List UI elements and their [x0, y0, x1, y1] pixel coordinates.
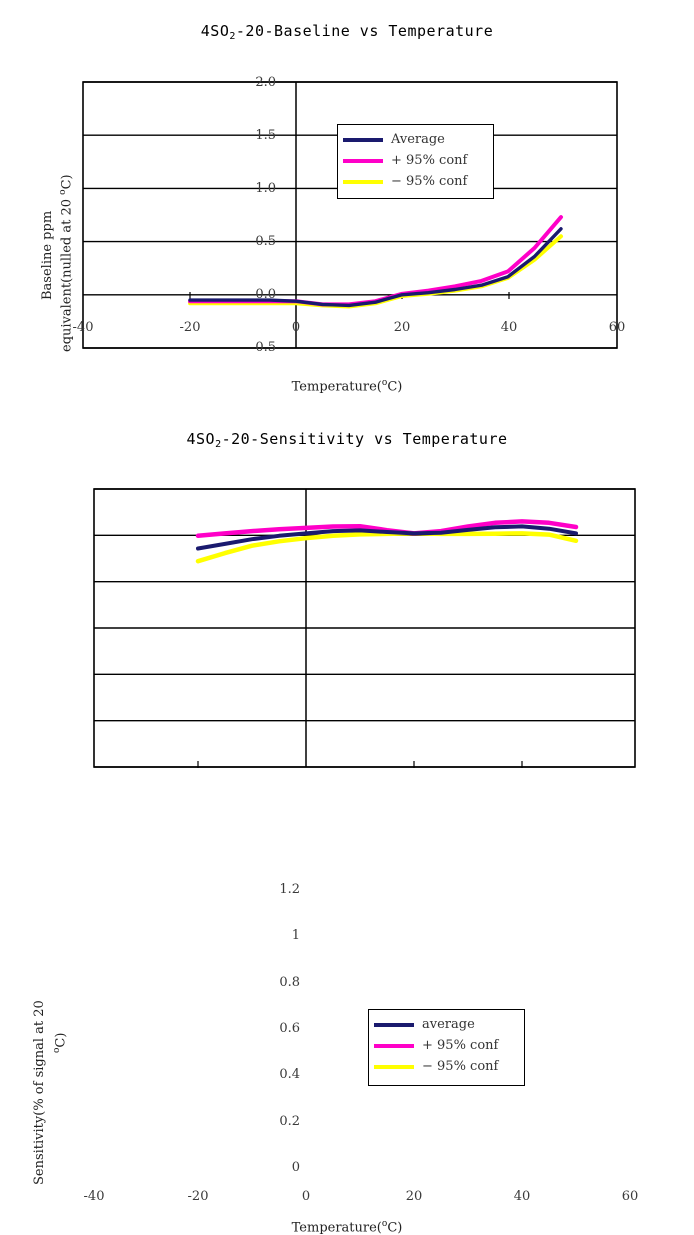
xtick-label-minus20: -20: [187, 1189, 209, 1204]
ytick-label-1-5: 1.5: [255, 128, 276, 143]
legend-item-average[interactable]: average: [374, 1014, 517, 1035]
yaxis-title-text1: Baseline ppm: [40, 210, 55, 300]
yaxis-title-text2: equivalent(nulled at 20: [59, 194, 75, 352]
xaxis-title-text: Temperature(: [291, 1220, 382, 1235]
legend-swatch-average: [374, 1022, 414, 1027]
ytick-label-1: 1: [291, 928, 300, 943]
xtick-label-20: 20: [405, 1189, 423, 1204]
legend-label-average: average: [422, 1017, 475, 1032]
legend-label-upper-conf: + 95% conf: [391, 153, 468, 168]
sensitivity-yaxis-title-line2: oC): [52, 1033, 68, 1053]
xtick-label-20: 20: [393, 320, 411, 335]
legend-swatch-average: [343, 137, 383, 142]
xtick-label-minus40: -40: [83, 1189, 105, 1204]
ytick-label-0-2: 0.2: [279, 1114, 300, 1129]
legend-item-upper-conf[interactable]: + 95% conf: [374, 1035, 517, 1056]
legend-swatch-lower-conf: [343, 179, 383, 184]
legend-item-lower-conf[interactable]: − 95% conf: [343, 171, 486, 192]
baseline-chart: 4SO2-20-Baseline vs Temperature: [0, 0, 694, 415]
degree-superscript: o: [58, 189, 68, 195]
title-suffix: -20-Baseline vs Temperature: [235, 22, 494, 40]
ytick-label-0-5: 0.5: [255, 234, 276, 249]
xtick-label-minus40: -40: [72, 320, 94, 335]
series-average-sensitivity: [196, 524, 578, 551]
sensitivity-yaxis-title-line1: Sensitivity(% of signal at 20: [32, 1000, 47, 1185]
ytick-label-0: 0: [291, 1160, 300, 1175]
xaxis-title-tail: C): [387, 1220, 403, 1235]
xtick-label-60: 60: [621, 1189, 639, 1204]
legend-item-lower-conf[interactable]: − 95% conf: [374, 1056, 517, 1077]
ytick-label-1-0: 1.0: [255, 181, 276, 196]
legend-item-average[interactable]: Average: [343, 129, 486, 150]
legend-swatch-lower-conf: [374, 1064, 414, 1069]
degree-superscript: o: [52, 1047, 62, 1053]
ytick-label-0-8: 0.8: [279, 975, 300, 990]
legend-item-upper-conf[interactable]: + 95% conf: [343, 150, 486, 171]
sensitivity-xaxis-title: Temperature(oC): [0, 1219, 694, 1235]
yaxis-title-text2-tail: C): [53, 1032, 69, 1048]
xtick-label-40: 40: [500, 320, 518, 335]
baseline-chart-title: 4SO2-20-Baseline vs Temperature: [0, 22, 694, 42]
degree-superscript: o: [381, 378, 388, 388]
ytick-label-neg-0-5: 0.5: [255, 340, 276, 355]
legend-swatch-upper-conf: [374, 1043, 414, 1048]
sensitivity-legend[interactable]: average + 95% conf − 95% conf: [368, 1009, 525, 1086]
xtick-label-0: 0: [301, 1189, 311, 1204]
ytick-label-0-0: 0.0: [255, 287, 276, 302]
yaxis-title-text2-tail: C): [59, 174, 75, 190]
series-average-baseline: [188, 227, 563, 308]
baseline-plot-area: [82, 81, 618, 349]
xtick-label-60: 60: [608, 320, 626, 335]
xaxis-title-text: Temperature(: [291, 379, 382, 395]
xtick-label-40: 40: [513, 1189, 531, 1204]
legend-swatch-upper-conf: [343, 158, 383, 163]
yaxis-title-text1: Sensitivity(% of signal at 20: [32, 1000, 47, 1185]
ytick-label-0-6: 0.6: [279, 1021, 300, 1036]
baseline-yaxis-title-line2: equivalent(nulled at 20 oC): [58, 174, 74, 352]
sensitivity-chart: 4SO2-20-Sensitivity vs Temperature: [0, 415, 694, 1235]
ytick-label-2-0: 2.0: [255, 75, 276, 90]
title-prefix: 4SO: [186, 430, 216, 448]
xtick-label-0: 0: [291, 320, 301, 335]
title-subscript: 2: [229, 31, 236, 42]
ytick-label-0-4: 0.4: [279, 1067, 300, 1082]
title-prefix: 4SO: [200, 22, 230, 40]
baseline-legend[interactable]: Average + 95% conf − 95% conf: [337, 124, 494, 199]
legend-label-lower-conf: − 95% conf: [422, 1059, 499, 1074]
title-subscript: 2: [215, 439, 222, 450]
legend-label-upper-conf: + 95% conf: [422, 1038, 499, 1053]
xaxis-title-tail: C): [387, 379, 403, 395]
ytick-label-1-2: 1.2: [279, 882, 300, 897]
title-suffix: -20-Sensitivity vs Temperature: [221, 430, 508, 448]
xtick-label-minus20: -20: [179, 320, 201, 335]
baseline-xaxis-title: Temperature(oC): [0, 378, 694, 394]
sensitivity-chart-title: 4SO2-20-Sensitivity vs Temperature: [0, 430, 694, 450]
legend-label-average: Average: [391, 132, 445, 147]
baseline-yaxis-title-line1: Baseline ppm: [40, 211, 55, 300]
sensitivity-plot-area: [93, 488, 636, 768]
legend-label-lower-conf: − 95% conf: [391, 174, 468, 189]
